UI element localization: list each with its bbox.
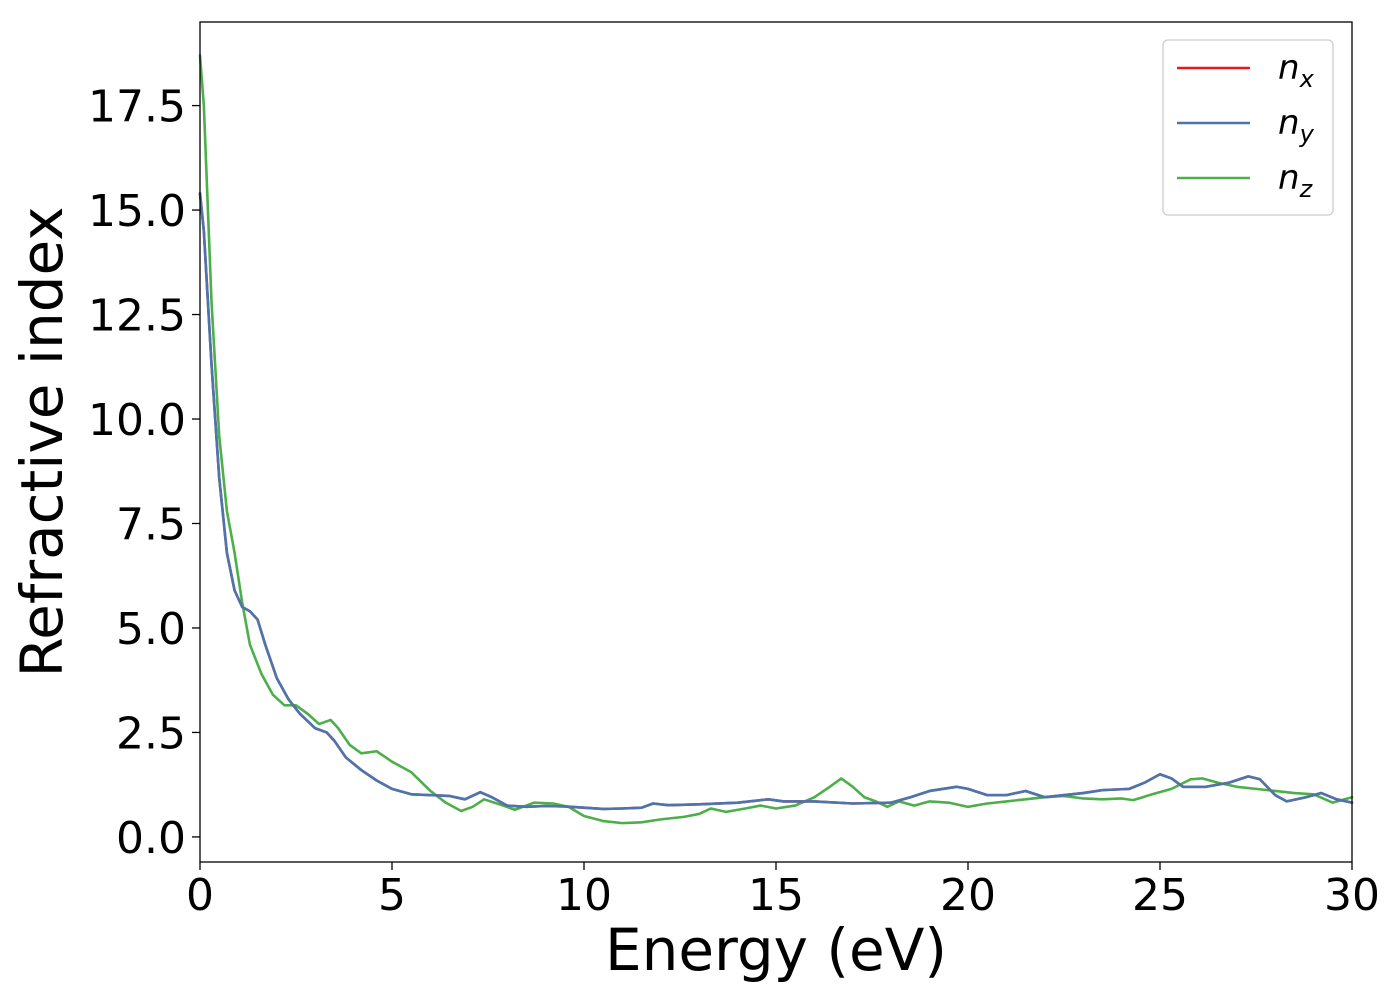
x-axis-ticks: 0 5 10 15 20 25 30 [186, 862, 1380, 921]
legend-frame [1162, 39, 1334, 216]
y-tick-label: 15.0 [88, 186, 186, 237]
x-tick-label: 10 [556, 870, 612, 921]
x-tick-label: 20 [940, 870, 996, 921]
legend-label-base: n [1278, 48, 1300, 88]
y-axis-title: Refractive index [8, 206, 76, 677]
legend-label: nz [1278, 158, 1314, 203]
legend-label-subscript: z [1299, 175, 1314, 203]
y-tick-label: 10.0 [88, 395, 186, 446]
series-line-n-y [198, 192, 1354, 811]
x-tick-label: 5 [378, 870, 406, 921]
series-line-n-z [198, 54, 1354, 825]
legend-label: ny [1278, 103, 1315, 148]
legend-label-base: n [1278, 158, 1300, 198]
legend-label-base: n [1278, 103, 1300, 143]
y-tick-label: 12.5 [88, 291, 186, 342]
y-tick-label: 2.5 [116, 708, 186, 759]
x-tick-label: 0 [186, 870, 214, 921]
x-tick-label: 30 [1324, 870, 1380, 921]
legend-label-subscript: x [1299, 65, 1315, 93]
y-tick-label: 0.0 [116, 813, 186, 864]
y-tick-label: 5.0 [116, 604, 186, 655]
legend-label-subscript: y [1299, 120, 1315, 148]
y-tick-label: 17.5 [88, 82, 186, 133]
y-tick-label: 7.5 [116, 499, 186, 550]
series-layer [198, 54, 1354, 825]
legend-label: nx [1278, 48, 1315, 93]
y-axis-ticks: 0.0 2.5 5.0 7.5 10.0 12.5 15.0 17.5 [88, 82, 200, 864]
x-tick-label: 25 [1132, 870, 1188, 921]
x-tick-label: 15 [748, 870, 804, 921]
x-axis-title: Energy (eV) [605, 916, 947, 984]
